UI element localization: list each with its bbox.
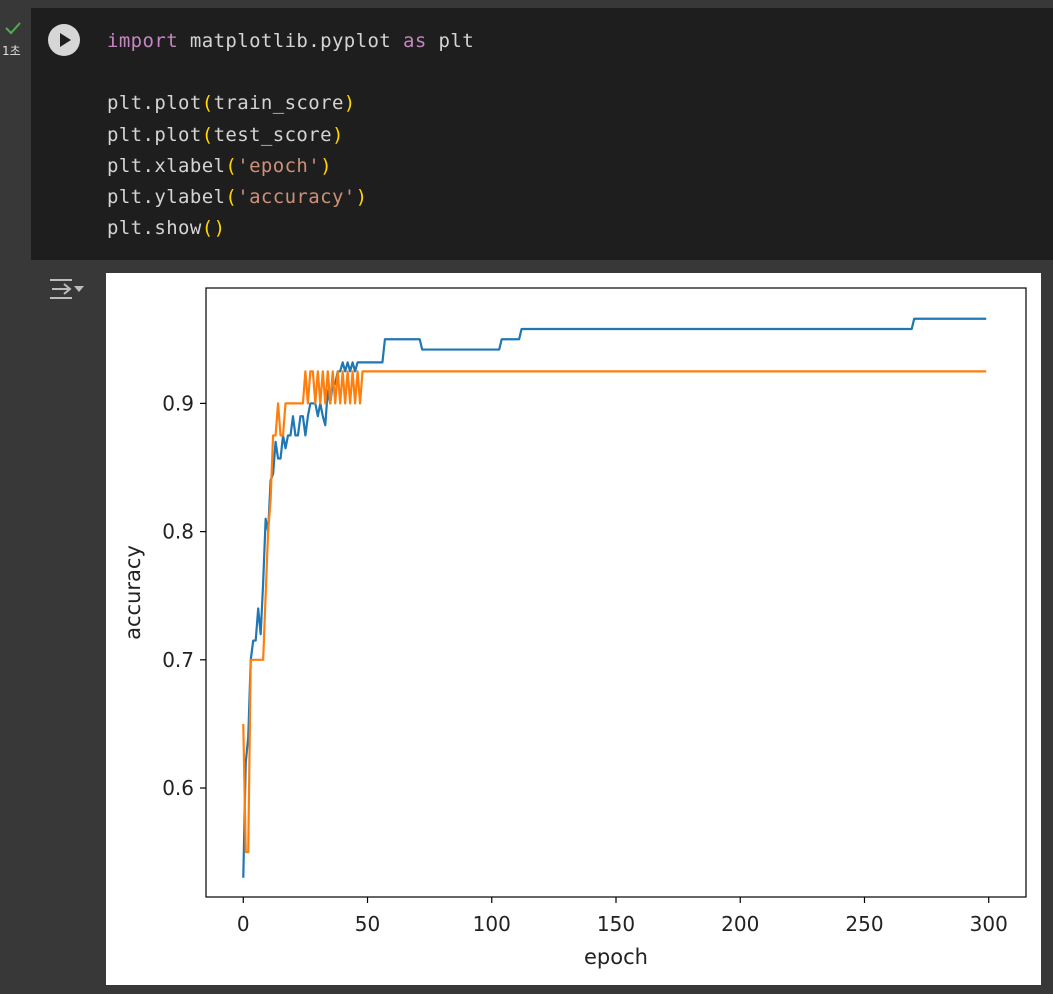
x-tick-label: 100 — [473, 912, 511, 936]
x-tick-label: 200 — [721, 912, 759, 936]
x-tick-label: 150 — [597, 912, 635, 936]
code-paren: ( — [225, 154, 238, 177]
code-argument: test_score — [213, 123, 332, 146]
code-line: plt.show() — [107, 213, 474, 244]
code-argument: 'epoch' — [237, 154, 321, 177]
code-line: plt.xlabel('epoch') — [107, 151, 474, 182]
code-paren: ) — [331, 123, 344, 146]
code-paren: ) — [320, 154, 332, 177]
y-tick-label: 0.9 — [162, 391, 194, 415]
x-axis-label: epoch — [584, 945, 648, 969]
code-function: plt.show — [107, 217, 202, 240]
code-function: plt.plot — [107, 92, 202, 115]
x-tick-label: 300 — [970, 912, 1008, 936]
line-chart: 0 50 100 150 200 250 300 0.6 0.7 0.8 0.9 epoch accur… — [121, 287, 1027, 969]
output-toggle-button[interactable] — [46, 276, 86, 302]
code-line: plt.ylabel('accuracy') — [107, 182, 474, 213]
y-tick-label: 0.7 — [162, 648, 194, 672]
code-keyword: import — [107, 30, 179, 52]
code-paren: ( — [201, 123, 214, 146]
train-series-line — [242, 317, 987, 878]
code-keyword: as — [403, 30, 427, 52]
code-cell[interactable] — [31, 8, 1053, 260]
code-argument: 'accuracy' — [237, 185, 356, 208]
checkmark-icon — [5, 22, 21, 35]
output-actions-icon — [50, 279, 84, 299]
cell-gutter: 1초 — [0, 0, 31, 994]
play-icon — [49, 25, 79, 55]
x-tick-label: 0 — [237, 912, 250, 936]
code-text: plt — [426, 30, 475, 52]
code-editor[interactable]: import matplotlib.pyplot as plt plt.plot… — [107, 26, 474, 244]
code-argument: train_score — [213, 92, 344, 115]
y-tick-label: 0.8 — [162, 520, 194, 544]
code-line: import matplotlib.pyplot as plt — [107, 26, 474, 57]
execution-time: 1초 — [2, 44, 21, 58]
code-text: matplotlib.pyplot — [178, 30, 403, 52]
code-function: plt.ylabel — [107, 185, 226, 208]
code-function: plt.plot — [107, 123, 202, 146]
code-paren: ( — [225, 185, 238, 208]
code-paren: ) — [343, 92, 356, 115]
y-tick-label: 0.6 — [162, 776, 194, 800]
x-tick-label: 50 — [355, 912, 380, 936]
x-tick-label: 250 — [845, 912, 883, 936]
code-line: plt.plot(test_score) — [107, 120, 474, 151]
code-line: plt.plot(train_score) — [107, 88, 474, 119]
code-paren: ( — [201, 92, 214, 115]
code-line — [107, 57, 474, 88]
run-cell-button[interactable] — [48, 24, 80, 56]
test-series-line — [242, 370, 987, 854]
code-paren: ) — [355, 185, 368, 208]
code-paren: ) — [213, 217, 226, 240]
code-function: plt.xlabel — [107, 154, 226, 177]
plot-output: 0 50 100 150 200 250 300 0.6 0.7 0.8 0.9 epoch accur… — [106, 273, 1041, 985]
y-axis-label: accuracy — [121, 545, 145, 640]
code-paren: ( — [201, 217, 214, 240]
